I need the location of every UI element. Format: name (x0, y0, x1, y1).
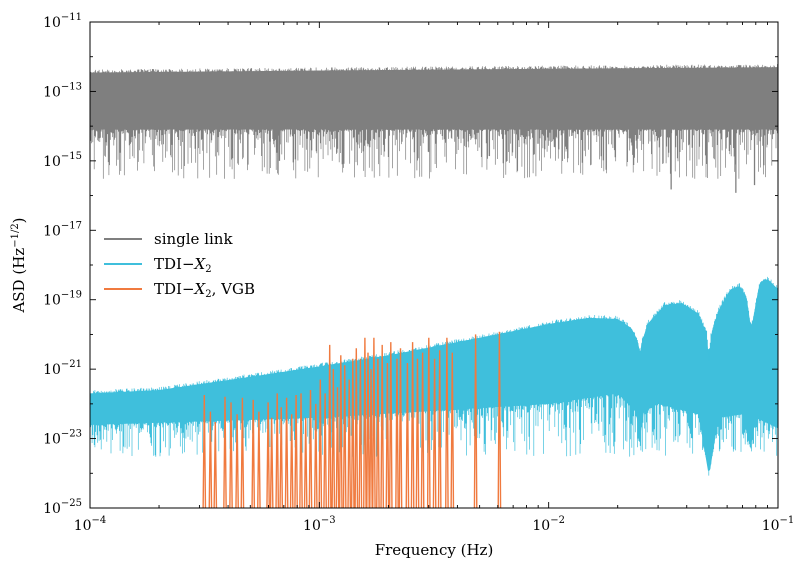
vgb-peak (251, 399, 256, 508)
legend: single link TDI−X2 TDI−X2, VGB (104, 230, 255, 300)
vgb-peak (240, 397, 245, 508)
vgb-peak (289, 414, 294, 508)
vgb-peak (388, 342, 393, 508)
vgb-peak (275, 393, 280, 508)
vgb-peak (354, 348, 359, 508)
ticks-layer (89, 21, 779, 509)
x-tick-label: 10−2 (532, 515, 565, 534)
series-layer (90, 64, 778, 508)
vgb-peak (338, 355, 343, 508)
vgb-peak (376, 358, 380, 508)
vgb-peak (385, 362, 390, 508)
vgb-peak (266, 402, 270, 508)
vgb-peak (426, 337, 431, 508)
vgb-peak (323, 393, 327, 508)
vgb-peak (235, 414, 239, 508)
vgb-peak (284, 397, 289, 508)
vgb-peak (318, 379, 323, 508)
y-tick-label: 10−19 (43, 290, 82, 309)
vgb-peak (335, 387, 340, 508)
legend-label-tdi-x2-vgb: TDI−X2, VGB (154, 280, 255, 300)
vgb-peak (202, 394, 207, 508)
vgb-peak (410, 342, 415, 508)
vgb-peak (269, 417, 274, 508)
vgb-peak (327, 344, 332, 508)
vgb-peak (450, 352, 455, 508)
vgb-peak (331, 369, 336, 508)
tick-labels-layer: 10−4 10−3 10−2 10−1 10−11 10−13 10−15 10−17 10−1… (43, 12, 794, 534)
vgb-peak (380, 344, 385, 508)
x-tick-label: 10−1 (762, 515, 795, 534)
y-tick-label: 10−11 (43, 12, 82, 31)
vgb-peak (279, 407, 284, 508)
vgb-peak (445, 337, 449, 508)
y-axis-label-exponent: −1/2 (10, 223, 21, 247)
y-tick-label: 10−23 (43, 429, 82, 448)
vgb-peak (213, 421, 218, 508)
x-tick-label: 10−4 (74, 515, 107, 534)
vgb-peak (257, 411, 261, 508)
vgb-peak (415, 358, 420, 508)
y-tick-label: 10−21 (43, 359, 82, 378)
y-tick-label: 10−17 (43, 220, 82, 239)
vgb-peak (347, 379, 352, 508)
y-axis-label: ASD (Hz−1/2) (10, 217, 28, 313)
vgb-peak (313, 403, 318, 508)
vgb-peak (308, 389, 313, 508)
vgb-peak (358, 358, 363, 508)
vgb-peak (366, 352, 370, 508)
vgb-peak (372, 337, 376, 508)
series-2 (202, 331, 502, 508)
vgb-peak (473, 334, 478, 508)
x-tick-label: 10−3 (303, 515, 336, 534)
y-tick-label: 10−15 (43, 151, 82, 170)
legend-label-single-link: single link (154, 230, 233, 248)
vgb-peak (497, 331, 502, 508)
vgb-peak (437, 350, 442, 508)
series-0-spikes (90, 64, 778, 179)
vgb-peak (294, 394, 298, 508)
vgb-peak (432, 358, 437, 508)
vgb-peak (303, 417, 308, 508)
vgb-peak (208, 411, 213, 508)
series-0 (90, 64, 778, 193)
vgb-peak (229, 402, 233, 508)
vgb-peak (405, 362, 410, 508)
vgb-peak (299, 393, 303, 508)
vgb-peak (369, 369, 373, 508)
vgb-peak (420, 352, 425, 508)
vgb-peak (223, 396, 227, 508)
y-tick-label: 10−13 (43, 81, 82, 100)
legend-label-tdi-x2: TDI−X2 (154, 255, 212, 275)
vgb-peak (363, 337, 367, 508)
vgb-peak (395, 358, 399, 508)
x-axis-label: Frequency (Hz) (375, 541, 494, 559)
y-tick-label: 10−25 (43, 498, 82, 517)
vgb-peak (398, 348, 403, 508)
vgb-peak (342, 365, 347, 508)
vgb-peak (350, 358, 355, 508)
